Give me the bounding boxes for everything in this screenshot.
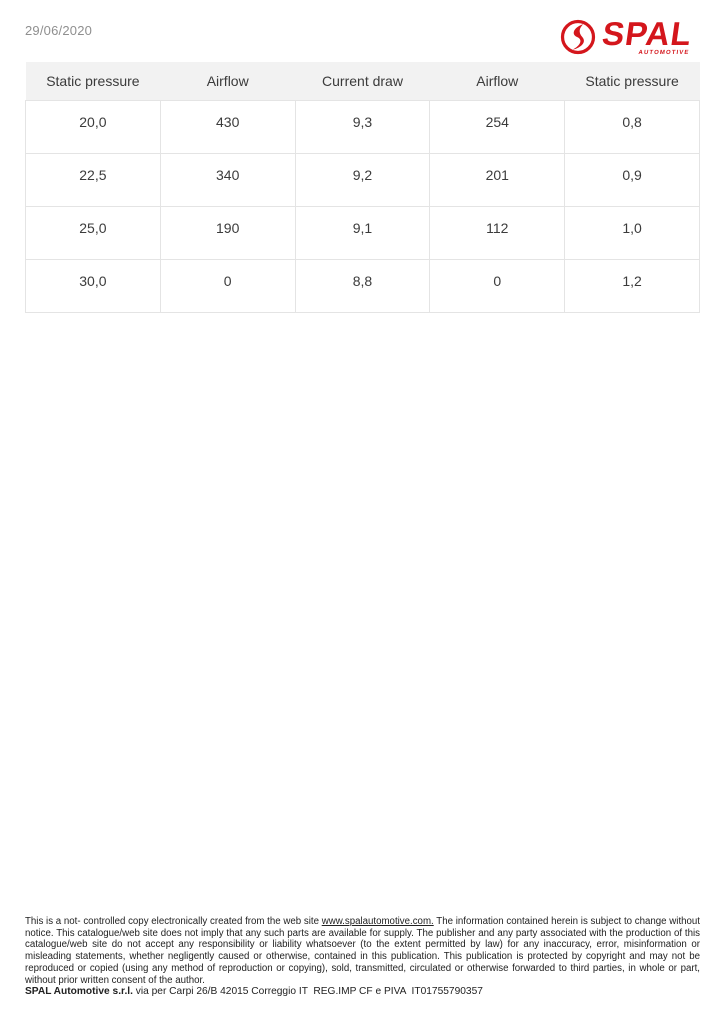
table-header-row: Static pressure Airflow Current draw Air… [25,62,700,100]
legal-text-before-link: This is a not- controlled copy electroni… [25,916,322,927]
cell-value: 340 [159,152,296,207]
cell-value: 0,9 [564,152,700,207]
cell-value: 0,8 [564,99,700,154]
cell-value: 190 [159,205,296,260]
cell-value: 8,8 [294,258,431,313]
performance-table-header: Static pressure Airflow Current draw Air… [25,62,700,100]
header-static-pressure-left: Static pressure [25,62,161,100]
document-date: 29/06/2020 [25,23,93,38]
table-row: 30,0 0 8,8 0 1,2 [25,258,700,313]
cell-value: 112 [429,205,566,260]
cell-value: 201 [429,152,566,207]
spal-logo: SPAL AUTOMOTIVE [559,15,696,58]
performance-table-body: 20,0 430 9,3 254 0,8 22,5 340 9,2 201 0,… [25,99,700,313]
spal-brand-name: SPAL [600,15,696,52]
header-airflow-right: Airflow [429,62,565,100]
cell-value: 9,3 [294,99,431,154]
cell-value: 25,0 [25,205,161,260]
performance-table: Static pressure Airflow Current draw Air… [25,62,700,313]
cell-value: 1,0 [564,205,700,260]
cell-value: 0 [429,258,566,313]
spalautomotive-link[interactable]: www.spalautomotive.com. [321,916,434,927]
cell-value: 1,2 [564,258,700,313]
header-static-pressure-right: Static pressure [564,62,700,100]
table-row: 25,0 190 9,1 112 1,0 [25,205,700,260]
cell-value: 30,0 [25,258,161,313]
spal-s-circle-icon [561,19,596,55]
header-current-draw: Current draw [295,62,430,100]
company-address: via per Carpi 26/B 42015 Correggio IT RE… [132,986,483,997]
table-row: 20,0 430 9,3 254 0,8 [25,99,700,154]
spal-logo-text: SPAL AUTOMOTIVE [600,15,696,57]
company-info-line: SPAL Automotive s.r.l. via per Carpi 26/… [25,986,700,997]
header-airflow-left: Airflow [160,62,296,100]
cell-value: 9,2 [294,152,431,207]
table-row: 22,5 340 9,2 201 0,9 [25,152,700,207]
cell-value: 0 [159,258,296,313]
cell-value: 254 [429,99,566,154]
cell-value: 430 [159,99,296,154]
cell-value: 9,1 [294,205,431,260]
company-name: SPAL Automotive s.r.l. [25,986,133,997]
cell-value: 20,0 [25,99,161,154]
spal-brand-subtitle: AUTOMOTIVE [638,50,691,57]
cell-value: 22,5 [25,152,161,207]
legal-disclaimer: This is a not- controlled copy electroni… [25,916,700,986]
legal-text-after-link: The information contained herein is subj… [25,916,701,986]
